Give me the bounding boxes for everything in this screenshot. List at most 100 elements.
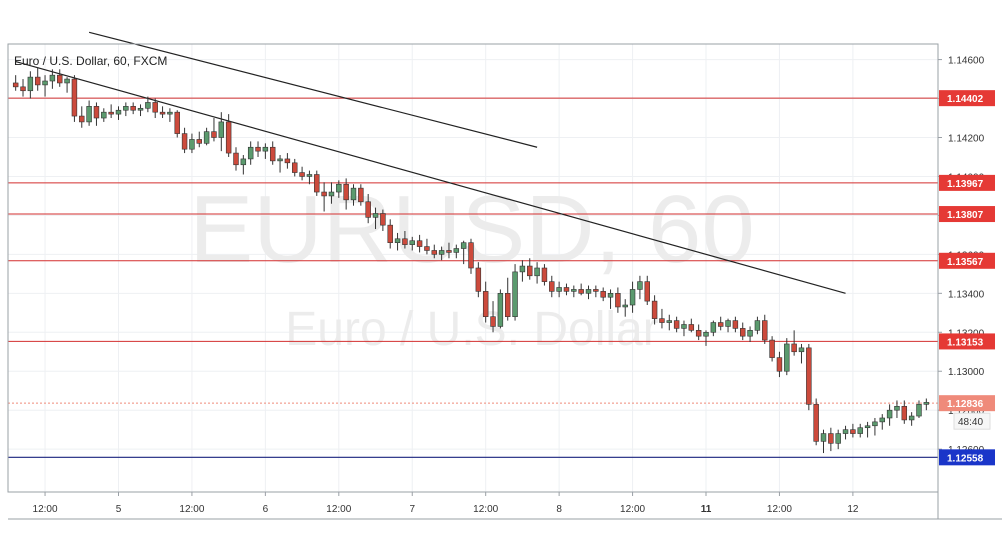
candle [607,289,614,309]
candle [350,184,357,206]
candle-body [292,162,298,173]
candle [754,316,761,335]
candle [424,238,430,255]
candle-body [850,429,856,434]
candle-body [490,316,496,327]
candle-body [93,106,100,119]
candle-body [886,409,893,419]
candle-body [181,133,188,150]
candle-body [211,131,217,138]
time-tick-label: 11 [701,504,712,515]
candle [130,102,136,115]
candle-body [578,289,584,294]
candle-body [174,111,180,134]
candle-body [872,421,878,427]
candle-body [299,172,305,177]
level-price-badge-label: 1.13567 [947,257,984,268]
candle [762,314,768,344]
candle-body [806,347,812,405]
candle [115,106,122,120]
candle-body [541,267,548,282]
candle-body [504,293,511,317]
candle [233,147,239,171]
candle-body [387,224,393,243]
candle-body [233,152,239,166]
candle [380,209,386,231]
candle-body [247,146,254,160]
candle-body [482,291,489,317]
candle-body [460,242,467,249]
price-tick-label: 1.12800 [948,406,985,417]
candle [504,277,511,321]
candle [79,106,85,128]
candle-body [534,267,540,277]
candle [835,429,841,450]
level-price-badge-label: 1.13153 [947,337,984,348]
candle-body [79,115,85,123]
candle [798,343,805,364]
candle-body [64,78,70,84]
level-price-badge-label: 1.13807 [947,210,984,221]
candle-body [255,146,261,152]
candle [181,127,188,154]
candle-body [769,339,775,358]
watermark-description: Euro / U.S. Dollar [285,303,658,356]
chart-legend: Euro / U.S. Dollar, 60, FXCM [14,54,167,68]
time-tick-label: 12:00 [326,504,351,515]
bar-countdown-bg [953,412,991,430]
candle [211,118,217,142]
candle [468,238,474,274]
candle-body [879,417,885,423]
current-price-badge-bg [939,395,995,412]
candle-body [820,433,827,442]
candle [666,314,673,331]
candle-body [894,405,900,411]
candle-body [585,289,592,294]
candle [571,285,577,298]
candle-body [394,238,401,243]
candle-body [145,102,151,109]
candle [857,423,863,438]
candle [321,182,327,212]
candle [651,295,658,325]
level-price-badge-bg [939,252,995,269]
time-tick-label: 12:00 [33,504,58,515]
level-price-badge: 1.14402 [939,90,995,107]
candle [659,308,665,329]
candle-body [343,183,349,201]
time-tick-label: 12:00 [767,504,792,515]
candle [600,287,606,302]
candle [828,427,834,452]
candle-body [556,287,562,292]
candle-body [600,291,606,298]
candle [813,398,819,446]
candle [923,398,930,411]
candle-body [857,427,863,434]
candle-body [137,107,144,111]
candle-body [12,82,19,88]
time-axis[interactable]: 12:00 5 12:00 6 12:00 7 12:00 8 12:00 11 12:00 12 [33,492,859,515]
level-price-badge: 1.13153 [939,333,995,350]
candle [703,330,709,346]
candle [328,182,335,204]
candle-body [101,111,107,119]
candle [673,316,680,333]
time-tick-label: 12:00 [179,504,204,515]
bar-countdown: 48:40 [953,412,991,430]
candle-body [123,106,129,111]
candle-body [776,357,783,372]
candle [710,320,717,337]
candle [343,178,349,210]
candle [372,207,379,230]
candle [123,102,129,117]
candle-body [629,289,636,306]
candle [358,184,364,206]
candle [688,318,695,333]
candle-body [269,146,276,162]
candle [86,100,92,126]
price-tick-label: 1.13400 [948,289,985,300]
time-tick-label: 12:00 [620,504,645,515]
